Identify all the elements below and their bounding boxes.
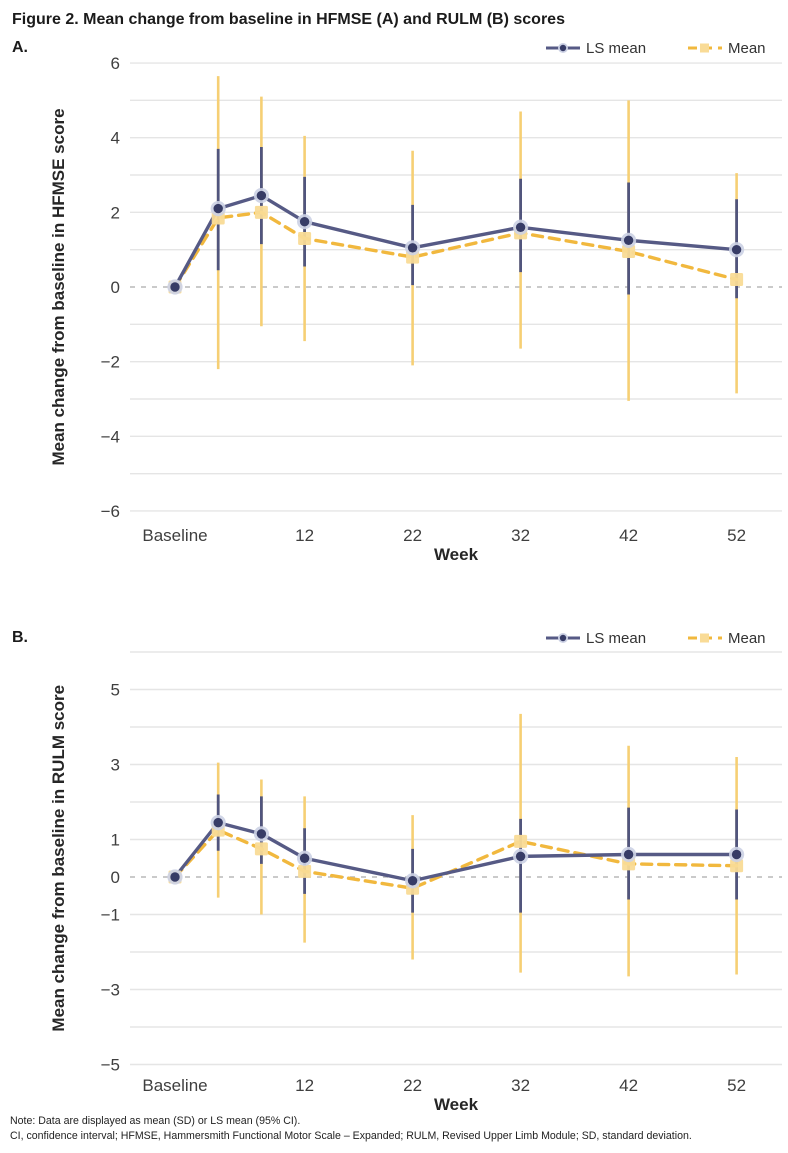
y-axis-title: Mean change from baseline in HFMSE score [49,108,68,465]
x-tick-label: Baseline [142,526,207,545]
mean-data-point [622,245,636,259]
ls-mean-data-point [731,849,742,860]
x-tick-label: 52 [727,1076,746,1095]
gridlines [130,651,782,1066]
mean-data-point [298,231,312,245]
y-tick-label: 0 [111,278,120,297]
ls-mean-markers [167,187,745,295]
legend-mean-label: Mean [728,40,766,57]
ls-mean-data-point [731,244,742,255]
ls-mean-data-point [299,853,310,863]
legend-ls-mean-dot [559,44,567,52]
y-tick-label: −6 [101,502,120,521]
legend-mean-square [700,633,709,643]
ls-mean-data-point [256,190,267,201]
y-tick-label: −5 [101,1056,120,1075]
ls-mean-error-bars [216,147,738,299]
x-axis-title: Week [434,1095,479,1114]
ls-mean-data-point [213,203,223,214]
ls-mean-data-point [515,222,526,232]
panel-a-label: A. [12,39,28,56]
panel-b-label: B. [12,629,28,646]
y-axis-title: Mean change from baseline in RULM score [49,685,68,1032]
mean-line [173,828,739,890]
mean-data-point [730,273,744,287]
footnote-line-1: Note: Data are displayed as mean (SD) or… [10,1115,301,1127]
x-tick-label: 12 [295,1076,314,1095]
y-tick-label: 3 [111,756,120,775]
panel-a-legend: LS mean Mean [546,40,766,57]
legend-ls-mean-label: LS mean [586,40,646,57]
x-tick-label: 42 [619,526,638,545]
y-tick-label: 0 [111,868,120,887]
ls-mean-markers [167,815,745,889]
ls-mean-data-point [299,216,310,227]
x-axis-title: Week [434,545,479,564]
legend-mean-label: Mean [728,630,766,647]
mean-data-point [254,842,268,856]
mean-error-bars [216,76,738,401]
ls-mean-data-point [170,282,180,292]
y-tick-label: −3 [101,981,120,1000]
y-tick-label: −1 [101,906,120,925]
legend-ls-mean-dot [559,634,567,642]
y-tick-label: −4 [101,427,120,446]
panel-b-legend: LS mean Mean [546,630,766,647]
panel-b-chart: 5 3 1 0 −1 −3 −5 Baseline 12 22 32 42 52 Week Mean cha… [49,630,782,1114]
x-tick-label: 52 [727,526,746,545]
mean-error-bars [216,713,738,977]
y-tick-label: 6 [111,54,120,73]
legend-ls-mean-label: LS mean [586,630,646,647]
ls-mean-data-point [170,872,180,882]
y-tick-label: 4 [111,129,120,148]
mean-data-point [298,864,312,878]
ls-mean-data-point [407,876,418,886]
mean-data-point [730,859,744,873]
x-tick-label: 32 [511,1076,530,1095]
legend-mean-square [700,43,709,53]
mean-line [173,210,739,289]
x-tick-label: 22 [403,526,422,545]
y-tick-label: 1 [111,831,120,850]
ls-mean-data-point [213,817,223,828]
ls-mean-data-point [515,851,526,862]
ls-mean-data-point [623,849,634,860]
figure-footnotes: Note: Data are displayed as mean (SD) or… [10,1114,692,1143]
y-tick-label: 5 [111,681,120,700]
x-tick-label: 22 [403,1076,422,1095]
footnote-line-2: CI, confidence interval; HFMSE, Hammersm… [10,1129,692,1142]
x-tick-label: 12 [295,526,314,545]
mean-data-point [514,834,528,848]
x-tick-label: Baseline [142,1076,207,1095]
y-tick-label: 2 [111,203,120,222]
x-tick-label: 42 [619,1076,638,1095]
ls-mean-data-point [407,243,418,253]
y-tick-label: −2 [101,353,120,372]
gridlines [130,62,782,512]
x-tick-label: 32 [511,526,530,545]
figure-title: Figure 2. Mean change from baseline in H… [12,11,565,28]
ls-mean-data-point [256,829,267,839]
ls-mean-data-point [623,235,634,246]
mean-data-point [254,205,268,219]
